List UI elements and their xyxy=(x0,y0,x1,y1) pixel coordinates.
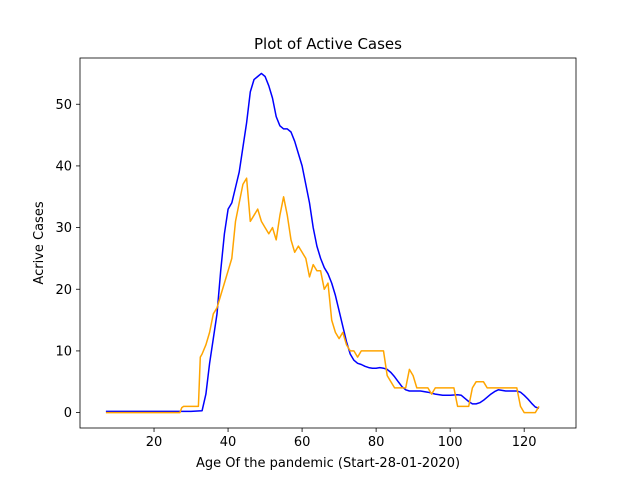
x-tick-label: 120 xyxy=(512,435,537,450)
chart-title: Plot of Active Cases xyxy=(254,35,402,53)
y-tick-label: 40 xyxy=(55,159,72,174)
y-tick-label: 50 xyxy=(55,98,72,113)
x-tick-label: 60 xyxy=(294,435,311,450)
x-tick-label: 80 xyxy=(368,435,385,450)
plot-area xyxy=(79,57,577,429)
x-tick-label: 20 xyxy=(146,435,163,450)
x-axis-label: Age Of the pandemic (Start-28-01-2020) xyxy=(196,456,460,471)
series-line-2 xyxy=(105,177,540,414)
y-tick-label: 0 xyxy=(64,406,72,421)
y-tick-label: 10 xyxy=(55,344,72,359)
series-line-1 xyxy=(105,72,540,413)
y-axis-ticks: 0 10 20 30 40 50 xyxy=(55,98,80,421)
series-lines xyxy=(105,72,540,414)
x-axis-ticks: 20 40 60 80 100 120 xyxy=(146,428,537,450)
x-tick-label: 100 xyxy=(438,435,463,450)
y-axis-label: Acrive Cases xyxy=(32,201,47,284)
y-tick-label: 30 xyxy=(55,221,72,236)
x-tick-label: 40 xyxy=(220,435,237,450)
y-tick-label: 20 xyxy=(55,283,72,298)
